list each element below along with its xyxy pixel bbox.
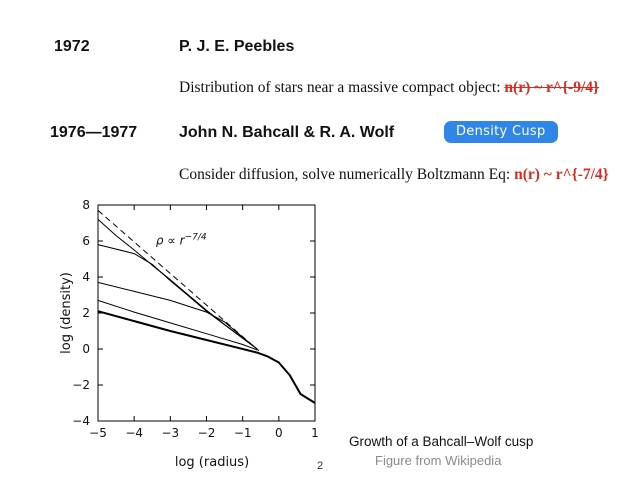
bahcall-wolf-description-text: Consider diffusion, solve numerically Bo… <box>179 166 511 183</box>
power-law-prefix: ρ ∝ r <box>156 234 186 248</box>
page-number: 2 <box>317 460 324 472</box>
x-axis-label: log (radius) <box>175 455 249 470</box>
density-cusp-badge: Density Cusp <box>444 121 558 143</box>
x-tick-label: −2 <box>198 426 216 440</box>
peebles-formula: n(r) ~ r^{-9/4} <box>504 79 600 96</box>
peebles-description: Distribution of stars near a massive com… <box>179 79 599 97</box>
x-tick-label: 1 <box>311 426 319 440</box>
series-lines <box>97 210 316 404</box>
year-1972: 1972 <box>54 38 90 55</box>
x-tick-label: −3 <box>161 426 179 440</box>
figure-credit: Figure from Wikipedia <box>375 453 502 468</box>
bahcall-wolf-description: Consider diffusion, solve numerically Bo… <box>179 166 609 184</box>
y-tick-label: 4 <box>82 270 90 284</box>
year-1976-1977: 1976—1977 <box>50 124 138 141</box>
figure-caption: Growth of a Bahcall–Wolf cusp <box>349 434 534 449</box>
x-tick-label: −1 <box>234 426 252 440</box>
density-profile-line-3 <box>97 281 258 350</box>
x-tick-label: 0 <box>275 426 283 440</box>
y-tick-label: 6 <box>82 234 90 248</box>
author-bahcall-wolf: John N. Bahcall & R. A. Wolf <box>179 124 395 141</box>
y-tick-label: −4 <box>72 414 90 428</box>
y-tick-label: 0 <box>82 342 90 356</box>
author-peebles: P. J. E. Peebles <box>179 38 295 55</box>
bahcall-wolf-formula: n(r) ~ r^{-7/4} <box>514 166 609 183</box>
power-law-exponent: −7/4 <box>185 233 207 243</box>
reference-power-law-line <box>97 210 260 352</box>
density-profile-line-2 <box>97 299 258 351</box>
peebles-description-text: Distribution of stars near a massive com… <box>179 79 501 96</box>
density-profile-line-1 <box>97 310 316 404</box>
y-tick-label: 2 <box>82 306 90 320</box>
y-axis-label: log (density) <box>59 272 74 354</box>
power-law-annotation: ρ ∝ r−7/4 <box>156 233 207 248</box>
x-tick-label: −4 <box>125 426 143 440</box>
x-tick-label: −5 <box>89 426 107 440</box>
y-tick-label: −2 <box>72 378 90 392</box>
density-profile-line-5 <box>97 219 258 350</box>
y-tick-label: 8 <box>82 198 90 212</box>
